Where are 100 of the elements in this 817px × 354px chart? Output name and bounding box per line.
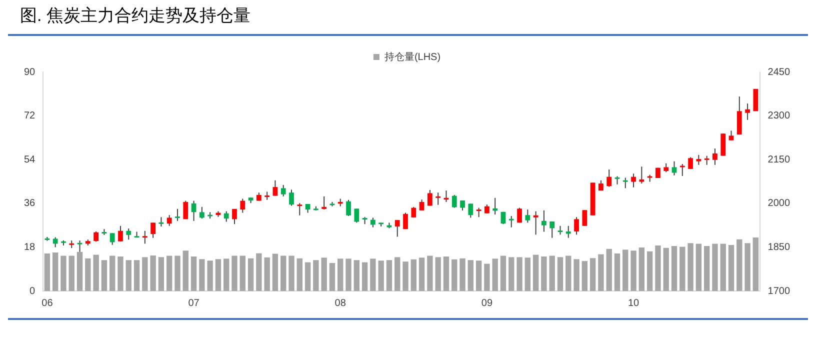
bar — [427, 256, 433, 291]
bar — [232, 256, 238, 291]
bar — [622, 250, 628, 291]
x-tick-label: 08 — [334, 298, 346, 309]
candlestick — [354, 208, 360, 224]
y-tick-label: 0 — [30, 286, 36, 297]
candlestick — [622, 177, 628, 189]
bar — [304, 262, 311, 291]
bar — [118, 256, 124, 291]
candlestick — [126, 228, 132, 240]
candlestick — [158, 216, 164, 227]
y2-tick-label: 2300 — [768, 110, 790, 122]
candlestick — [500, 211, 506, 225]
candlestick — [240, 198, 246, 214]
candlestick — [280, 184, 286, 197]
candlestick — [110, 232, 115, 246]
bar — [728, 245, 734, 291]
bar — [630, 250, 636, 291]
candlestick — [403, 212, 408, 230]
bar — [248, 258, 254, 291]
bar — [566, 256, 572, 291]
candlestick — [77, 240, 82, 252]
bar — [126, 260, 132, 291]
candlestick — [142, 230, 148, 244]
bar — [370, 258, 376, 291]
bar — [215, 259, 222, 291]
y2-tick-label: 1700 — [768, 286, 790, 297]
bar — [166, 256, 172, 291]
candlestick — [582, 210, 588, 226]
bar — [272, 254, 278, 291]
bar — [508, 257, 514, 291]
candlestick — [728, 130, 734, 141]
bar — [134, 260, 140, 291]
candlestick — [508, 215, 514, 228]
bar — [150, 255, 156, 291]
bar — [590, 258, 596, 291]
bar — [313, 260, 319, 291]
bar — [744, 243, 750, 291]
bar — [410, 259, 417, 291]
candlestick — [736, 96, 742, 135]
bar — [378, 260, 384, 291]
candlestick — [419, 199, 424, 211]
candlestick — [232, 208, 237, 225]
bar — [256, 253, 262, 291]
bar — [688, 243, 694, 291]
candlestick — [639, 166, 644, 184]
candlestick — [436, 192, 441, 206]
candlestick — [394, 220, 400, 238]
bar — [101, 260, 108, 291]
candlestick — [606, 169, 612, 188]
x-tick-label: 10 — [628, 298, 640, 309]
bar — [158, 257, 164, 291]
candlestick — [566, 225, 571, 238]
bar — [671, 246, 678, 291]
bar — [704, 246, 710, 291]
candlestick — [297, 202, 302, 216]
bar — [680, 246, 686, 291]
bar — [752, 237, 759, 291]
bar — [736, 239, 742, 291]
bar — [60, 256, 66, 291]
candlestick — [370, 217, 376, 228]
candlestick — [720, 133, 726, 156]
bar — [362, 262, 368, 291]
bar — [435, 257, 441, 291]
bar — [524, 258, 531, 291]
bar — [44, 254, 50, 291]
bar — [321, 258, 327, 291]
bar — [142, 257, 148, 291]
y2-tick-label: 1850 — [768, 242, 790, 253]
bar — [582, 261, 588, 291]
candlestick — [542, 210, 546, 232]
candlestick — [166, 214, 172, 226]
candlestick — [680, 163, 685, 176]
candlestick — [696, 154, 702, 166]
candlestick — [346, 199, 351, 216]
bar — [346, 258, 352, 291]
bar — [394, 257, 400, 291]
candlestick — [322, 196, 327, 210]
y-tick-label: 36 — [24, 198, 36, 210]
bar — [296, 258, 302, 291]
candlestick — [150, 222, 156, 238]
bar — [460, 258, 466, 291]
bar — [500, 256, 506, 291]
candlestick — [94, 230, 98, 242]
bar — [557, 257, 564, 291]
candlestick — [550, 221, 555, 238]
bar — [614, 254, 620, 291]
bar — [541, 256, 547, 291]
bar — [174, 256, 180, 291]
bar — [93, 254, 99, 291]
candlestick — [688, 156, 693, 170]
bar — [712, 244, 718, 291]
candlestick — [525, 209, 530, 224]
candlestick — [428, 189, 432, 206]
bar — [598, 254, 604, 291]
bar — [418, 258, 425, 291]
y-tick-label: 90 — [24, 66, 36, 78]
candlestick — [476, 207, 482, 218]
bar — [468, 260, 474, 291]
bar — [240, 256, 246, 291]
